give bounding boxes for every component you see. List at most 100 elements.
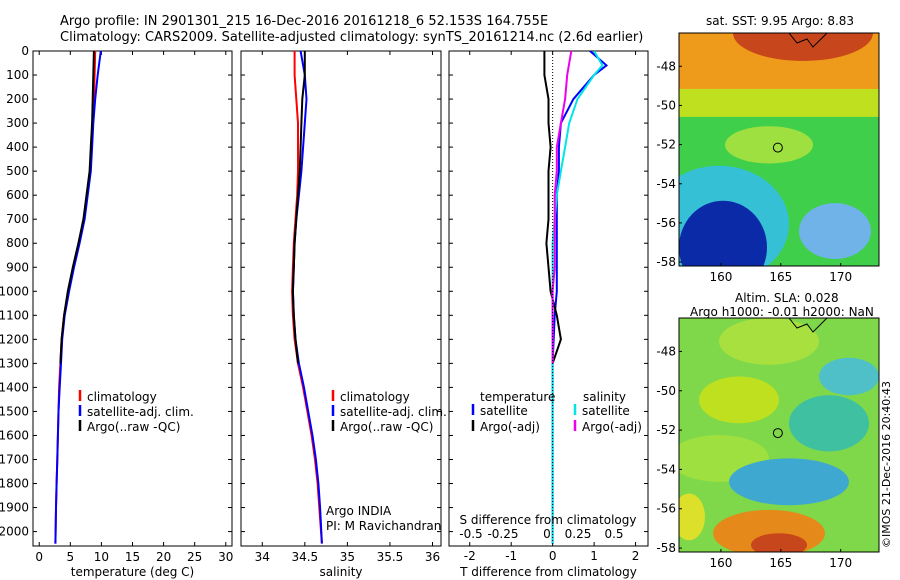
argo-float-marker xyxy=(772,142,783,153)
map-frame xyxy=(678,317,880,553)
panel-frame-temperature xyxy=(32,50,233,547)
legend-label: climatology xyxy=(87,390,157,404)
sla-anomaly-patch xyxy=(719,318,819,365)
x-axis-label: salinity xyxy=(319,565,362,579)
x-tick-label: -2 xyxy=(464,549,476,563)
y-tick-label: 1800 xyxy=(0,477,29,491)
legend-label: satellite-adj. clim. xyxy=(87,405,194,419)
legend-heading: salinity xyxy=(583,390,626,404)
x-tick-label: 5 xyxy=(66,550,74,564)
x-axis-label-top: S difference from climatology xyxy=(460,513,637,527)
map-frame xyxy=(678,32,880,267)
x-axis-label: T difference from climatology xyxy=(459,565,637,579)
coastline xyxy=(788,33,828,48)
map-y-tick-label: -56 xyxy=(656,502,676,516)
imos-credit: ©IMOS 21-Dec-2016 20:40:43 xyxy=(880,381,893,548)
x-tick-label: 30 xyxy=(218,550,233,564)
y-tick-label: 1300 xyxy=(0,356,29,370)
x-tick-label: 2 xyxy=(632,549,640,563)
legend-label: Argo(-adj) xyxy=(480,420,540,434)
map-y-tick-label: -48 xyxy=(656,344,676,358)
sla-anomaly-patch xyxy=(679,493,705,541)
map-x-tick-label: 170 xyxy=(829,270,852,284)
sst-map xyxy=(679,33,879,266)
legend-label: Argo(..raw -QC) xyxy=(87,420,180,434)
y-tick-label: 2000 xyxy=(0,525,29,539)
x-tick-label: 10 xyxy=(94,550,109,564)
y-tick-label: 1700 xyxy=(0,452,29,466)
sst-map-title: sat. SST: 9.95 Argo: 8.83 xyxy=(706,14,855,28)
series-line-climatology xyxy=(54,51,97,544)
coastline xyxy=(788,318,828,333)
sla-anomaly-patch xyxy=(789,395,869,452)
y-tick-label: 300 xyxy=(6,116,29,130)
annotation-argo-india: Argo INDIA xyxy=(326,504,392,518)
y-tick-label: 200 xyxy=(6,92,29,106)
y-tick-label: 700 xyxy=(6,212,29,226)
y-tick-label: 1400 xyxy=(0,380,29,394)
map-x-tick-label: 165 xyxy=(769,270,792,284)
argo-float-marker xyxy=(772,428,783,439)
y-tick-label: 400 xyxy=(6,140,29,154)
series-line-argo-raw-qc- xyxy=(291,51,306,364)
y-tick-label: 100 xyxy=(6,68,29,82)
sla-map-title-1: Altim. SLA: 0.028 xyxy=(735,291,839,305)
sla-anomaly-patch xyxy=(699,376,779,424)
map-x-tick-label: 170 xyxy=(829,556,852,570)
y-tick-label: 0 xyxy=(21,44,29,58)
map-y-tick-label: -48 xyxy=(656,59,676,73)
y-tick-label: 1000 xyxy=(0,284,29,298)
y-tick-label: 1900 xyxy=(0,501,29,515)
x-tick-label: 0 xyxy=(549,549,557,563)
s-tick-label: -0.25 xyxy=(487,527,518,541)
x-tick-label: 36 xyxy=(425,550,440,564)
series-line-satellite-adj-clim- xyxy=(54,51,102,544)
panel-frame-salinity xyxy=(240,50,442,547)
header-line-2: Climatology: CARS2009. Satellite-adjuste… xyxy=(60,30,644,45)
x-tick-label: 34.5 xyxy=(291,550,318,564)
legend-label: Argo(-adj) xyxy=(582,420,642,434)
x-tick-label: 0 xyxy=(35,550,43,564)
sla-map xyxy=(679,318,879,552)
panel-frame-difference xyxy=(448,50,649,547)
annotation-pi: PI: M Ravichandran xyxy=(326,519,441,533)
y-tick-label: 900 xyxy=(6,260,29,274)
map-x-tick-label: 160 xyxy=(709,270,732,284)
x-tick-label: 34 xyxy=(255,550,270,564)
x-tick-label: -1 xyxy=(505,549,517,563)
y-tick-label: 500 xyxy=(6,164,29,178)
sst-hot-spot xyxy=(733,33,873,61)
map-y-tick-label: -52 xyxy=(656,138,676,152)
s-tick-label: 0.25 xyxy=(565,527,592,541)
legend-heading: temperature xyxy=(480,390,555,404)
y-tick-label: 1200 xyxy=(0,332,29,346)
y-tick-label: 1600 xyxy=(0,428,29,442)
sst-yellow-patch xyxy=(725,126,813,164)
series-line-salinity-argo-adj- xyxy=(551,51,573,364)
sla-anomaly-patch xyxy=(751,533,807,552)
s-tick-label: 0.5 xyxy=(604,527,623,541)
x-tick-label: 1 xyxy=(590,549,598,563)
sla-anomaly-patch xyxy=(729,458,849,506)
legend-label: satellite xyxy=(480,404,528,418)
map-y-tick-label: -54 xyxy=(656,462,676,476)
series-line-temperature-argo-adj- xyxy=(543,51,562,364)
legend-label: climatology xyxy=(340,390,410,404)
x-tick-label: 20 xyxy=(156,550,171,564)
map-y-tick-label: -54 xyxy=(656,177,676,191)
map-x-tick-label: 165 xyxy=(769,556,792,570)
map-y-tick-label: -58 xyxy=(656,541,676,555)
y-tick-label: 600 xyxy=(6,188,29,202)
s-tick-label: -0.5 xyxy=(459,527,482,541)
map-y-tick-label: -50 xyxy=(656,384,676,398)
map-y-tick-label: -52 xyxy=(656,423,676,437)
sla-anomaly-patch xyxy=(819,357,879,396)
x-tick-label: 25 xyxy=(187,550,202,564)
y-tick-label: 800 xyxy=(6,236,29,250)
legend-label: satellite-adj. clim. xyxy=(340,405,447,419)
x-tick-label: 35.5 xyxy=(377,550,404,564)
x-axis-label: temperature (deg C) xyxy=(71,565,194,579)
map-y-tick-label: -50 xyxy=(656,98,676,112)
s-tick-label: 0 xyxy=(543,527,551,541)
